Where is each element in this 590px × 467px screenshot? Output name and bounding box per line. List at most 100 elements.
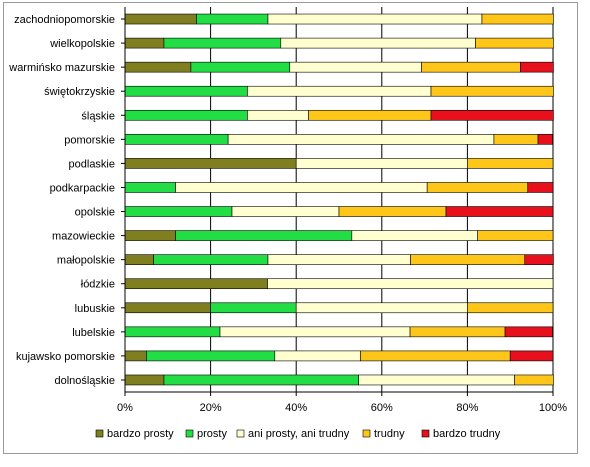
bar-segment bbox=[358, 374, 515, 386]
category-label: pomorskie bbox=[64, 134, 115, 146]
category-label: łódzkie bbox=[81, 279, 115, 291]
category-label: podkarpackie bbox=[50, 182, 115, 194]
bar-segment bbox=[227, 134, 495, 145]
bar-segment bbox=[514, 374, 554, 386]
legend-swatch bbox=[421, 429, 430, 438]
bar-segment bbox=[124, 158, 297, 169]
bar-segment bbox=[426, 182, 529, 193]
bar-segment bbox=[219, 326, 411, 338]
legend-swatch bbox=[362, 429, 371, 438]
bar-segment bbox=[124, 109, 248, 121]
bar-segment bbox=[430, 85, 554, 97]
bar-segment bbox=[477, 230, 554, 241]
legend-label: trudny bbox=[374, 428, 405, 440]
bar-segment bbox=[124, 326, 221, 338]
legend-label: prosty bbox=[197, 428, 227, 440]
x-tick-label: 40% bbox=[285, 402, 307, 414]
x-tick-label: 60% bbox=[371, 402, 393, 414]
x-tick-label: 0% bbox=[117, 402, 133, 414]
bar-segment bbox=[267, 13, 483, 25]
legend-label: bardzo prosty bbox=[107, 428, 174, 440]
bar-segment bbox=[410, 254, 526, 265]
bar-segment bbox=[537, 134, 553, 145]
bar-segment bbox=[295, 302, 468, 314]
bar-segment bbox=[493, 134, 539, 145]
category-label: lubuskie bbox=[75, 303, 115, 315]
legend-label: bardzo trudny bbox=[433, 428, 501, 440]
bar-segment bbox=[210, 302, 297, 314]
category-label: lubelskie bbox=[72, 327, 115, 339]
legend: bardzo prosty prosty ani prosty, ani trudn… bbox=[95, 428, 501, 440]
category-label: zachodniopomorskie bbox=[14, 14, 115, 26]
category-label: małopolskie bbox=[57, 255, 115, 267]
bar-segment bbox=[351, 230, 478, 241]
bar-segment bbox=[124, 254, 154, 265]
bar-segment bbox=[163, 374, 359, 386]
bar-segment bbox=[124, 374, 165, 386]
category-label: wielkopolskie bbox=[49, 38, 115, 50]
bar-segment bbox=[124, 134, 229, 145]
bar-segment bbox=[175, 182, 428, 193]
bar-segment bbox=[124, 206, 233, 217]
legend-swatch bbox=[185, 429, 194, 438]
bar-segment bbox=[175, 230, 353, 241]
bar-segment bbox=[146, 350, 276, 362]
bar-segment bbox=[295, 158, 468, 169]
bar-segment bbox=[190, 61, 291, 73]
bar-segment bbox=[289, 61, 422, 73]
bar-segment bbox=[267, 278, 554, 290]
bar-segment bbox=[430, 109, 554, 121]
bar-segment bbox=[280, 37, 476, 49]
bar-segment bbox=[124, 350, 147, 362]
bar-segment bbox=[247, 85, 432, 97]
legend-swatch bbox=[95, 429, 104, 438]
bar-segment bbox=[338, 206, 447, 217]
legend-label: ani prosty, ani trudny bbox=[248, 428, 350, 440]
bar-segment bbox=[124, 278, 268, 290]
bar-segment bbox=[421, 61, 521, 73]
bar-segment bbox=[124, 230, 176, 241]
category-label: mazowieckie bbox=[52, 231, 115, 243]
category-label: warmińsko mazurskie bbox=[8, 62, 115, 74]
bar-segment bbox=[247, 109, 309, 121]
bar-segment bbox=[509, 350, 554, 362]
bar-segment bbox=[481, 13, 554, 25]
bar-segment bbox=[267, 254, 411, 265]
bar-segment bbox=[524, 254, 554, 265]
bar-segment bbox=[124, 85, 248, 97]
bar-segment bbox=[163, 37, 282, 49]
category-label: opolskie bbox=[75, 207, 115, 219]
bar-segment bbox=[467, 302, 554, 314]
bar-segment bbox=[467, 158, 554, 169]
category-label: śląskie bbox=[81, 110, 115, 122]
x-tick-label: 80% bbox=[456, 402, 478, 414]
bar-segment bbox=[124, 302, 211, 314]
axis-layer bbox=[121, 7, 554, 396]
category-label: kujawsko pomorskie bbox=[16, 351, 115, 363]
bar-segment bbox=[520, 61, 554, 73]
bar-segment bbox=[196, 13, 269, 25]
bar-segment bbox=[231, 206, 340, 217]
category-label: dolnośląskie bbox=[54, 375, 115, 387]
bar-segment bbox=[409, 326, 506, 338]
bar-segment bbox=[527, 182, 554, 193]
bar-segment bbox=[124, 37, 165, 49]
bar-segment bbox=[445, 206, 554, 217]
bars-layer bbox=[124, 13, 554, 386]
bar-segment bbox=[124, 61, 192, 73]
legend-swatch bbox=[236, 429, 245, 438]
bar-segment bbox=[504, 326, 553, 338]
bar-segment bbox=[308, 109, 432, 121]
x-tick-label: 100% bbox=[539, 402, 567, 414]
x-tick-labels: 0% 20% 40% 60% 80% 100% bbox=[117, 402, 567, 414]
category-label: świętokrzyskie bbox=[44, 86, 115, 98]
bar-segment bbox=[360, 350, 511, 362]
category-label: podlaskie bbox=[69, 158, 115, 170]
category-labels: zachodniopomorskie wielkopolskie warmińsko… bbox=[8, 14, 115, 387]
bar-segment bbox=[274, 350, 361, 362]
bar-segment bbox=[475, 37, 554, 49]
bar-segment bbox=[124, 182, 176, 193]
bar-segment bbox=[153, 254, 269, 265]
bar-segment bbox=[124, 13, 197, 25]
